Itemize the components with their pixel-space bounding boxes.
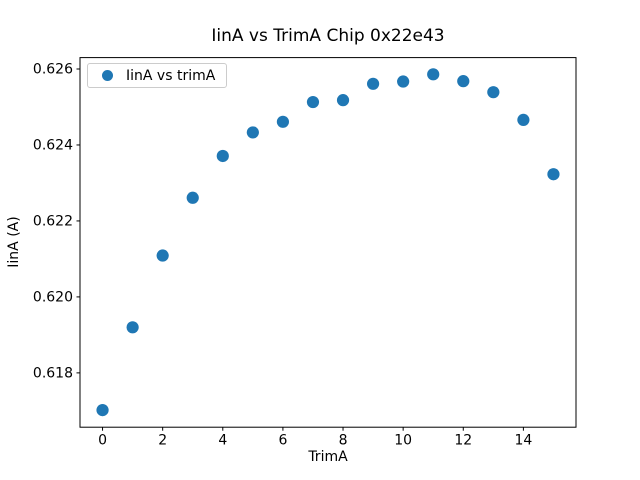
data-point <box>397 75 410 88</box>
x-tick-label: 6 <box>278 433 287 449</box>
y-tick-label: 0.624 <box>33 137 73 153</box>
x-tick-label: 14 <box>514 433 532 449</box>
data-point <box>427 68 440 81</box>
x-tick-label: 8 <box>339 433 348 449</box>
x-tick-label: 4 <box>218 433 227 449</box>
legend: IinA vs trimA <box>87 63 227 88</box>
x-tick-label: 0 <box>98 433 107 449</box>
y-tick-label: 0.620 <box>33 289 73 305</box>
legend-marker-dot <box>102 70 113 81</box>
data-point <box>276 115 290 128</box>
x-tick-label: 10 <box>394 433 412 449</box>
data-point <box>366 77 380 90</box>
x-axis-label: TrimA <box>308 449 348 465</box>
x-tick-label: 12 <box>454 433 472 449</box>
y-tick-label: 0.622 <box>33 213 73 229</box>
data-point <box>126 321 139 334</box>
y-tick-label: 0.626 <box>33 61 73 77</box>
data-point <box>336 94 350 107</box>
chart-title: IinA vs TrimA Chip 0x22e43 <box>211 26 445 46</box>
data-point <box>186 191 199 204</box>
data-point <box>216 149 229 163</box>
data-point <box>306 95 320 109</box>
data-point <box>246 126 259 139</box>
data-point <box>517 113 530 126</box>
legend-label: IinA vs trimA <box>126 67 216 84</box>
y-axis-label: IinA (A) <box>6 216 22 268</box>
data-point <box>457 75 470 88</box>
y-tick-label: 0.618 <box>33 365 73 381</box>
axes-frame <box>79 57 577 428</box>
data-point <box>96 404 109 417</box>
data-point <box>156 249 169 262</box>
x-tick-label: 2 <box>158 433 167 449</box>
data-point <box>487 86 500 99</box>
data-point <box>547 168 560 181</box>
